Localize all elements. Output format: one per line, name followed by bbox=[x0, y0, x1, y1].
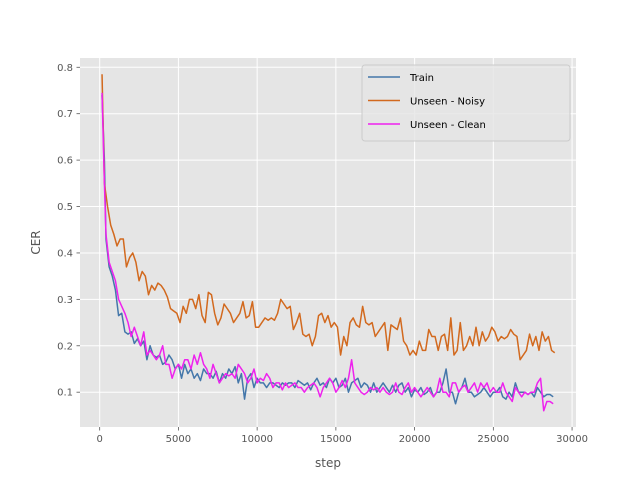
x-tick-label: 10000 bbox=[241, 434, 273, 445]
x-axis-label: step bbox=[315, 456, 341, 470]
y-tick-label: 0.6 bbox=[57, 156, 73, 167]
x-tick-label: 15000 bbox=[320, 434, 352, 445]
x-tick-label: 5000 bbox=[166, 434, 191, 445]
y-axis-label: CER bbox=[29, 230, 43, 254]
legend-frame bbox=[361, 64, 571, 142]
x-tick-label: 30000 bbox=[556, 434, 588, 445]
y-tick-label: 0.4 bbox=[57, 248, 73, 259]
y-tick-label: 0.2 bbox=[57, 341, 73, 352]
x-tick-label: 20000 bbox=[399, 434, 431, 445]
y-axis: 0.1 0.2 0.3 0.4 0.5 0.6 0.7 0.8 bbox=[57, 63, 80, 399]
series-line-unseen-noisy bbox=[101, 74, 556, 361]
series-line-unseen-clean bbox=[101, 92, 554, 412]
legend-label-train: Train bbox=[409, 73, 434, 84]
series-layer bbox=[101, 74, 556, 412]
legend: Train Unseen - Noisy Unseen - Clean bbox=[361, 64, 571, 142]
y-tick-label: 0.8 bbox=[57, 63, 73, 74]
y-tick-label: 0.3 bbox=[57, 295, 73, 306]
legend-label-unseen-clean: Unseen - Clean bbox=[410, 120, 486, 131]
legend-label-unseen-noisy: Unseen - Noisy bbox=[410, 97, 485, 108]
x-tick-label: 0 bbox=[96, 434, 102, 445]
y-tick-label: 0.5 bbox=[57, 202, 73, 213]
x-tick-label: 25000 bbox=[477, 434, 509, 445]
y-tick-label: 0.1 bbox=[57, 388, 73, 399]
y-tick-label: 0.7 bbox=[57, 109, 73, 120]
x-axis: 0 5000 10000 15000 20000 25000 30000 bbox=[96, 427, 588, 445]
